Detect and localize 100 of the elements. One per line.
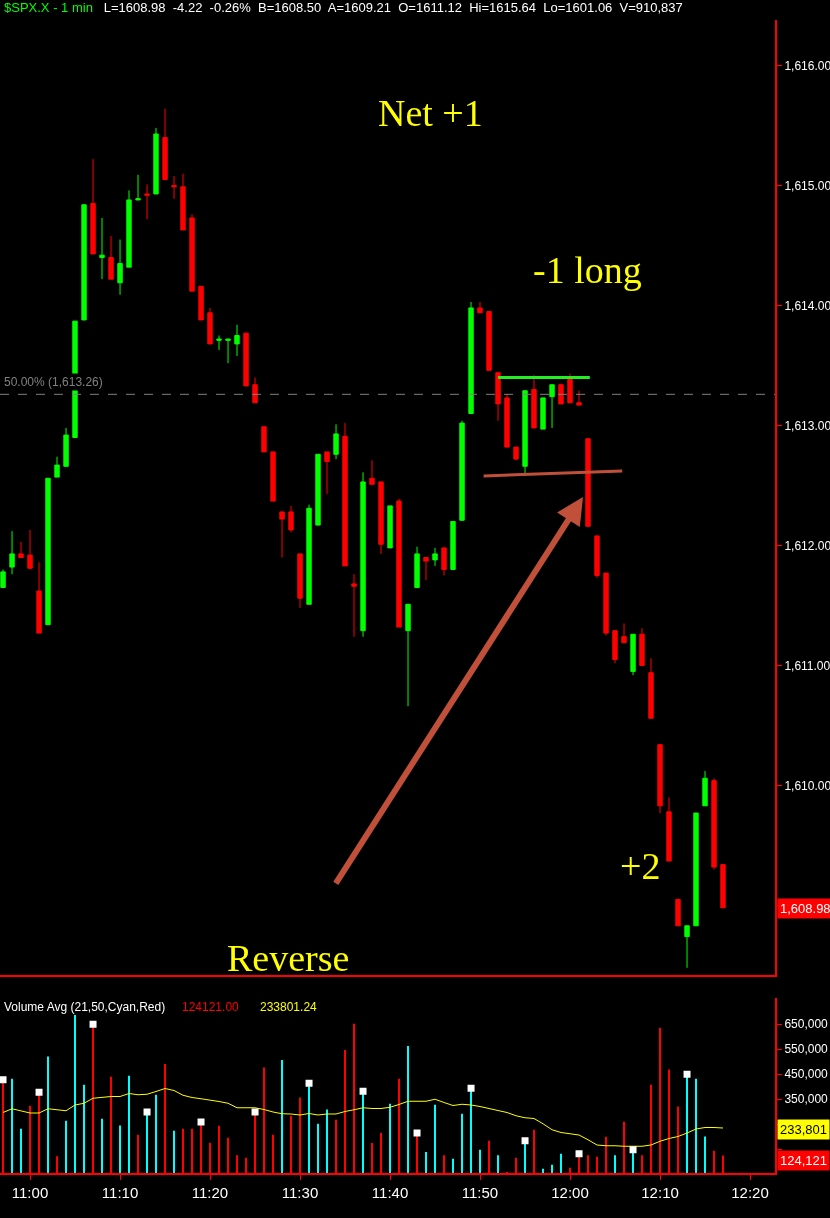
candlestick bbox=[675, 898, 681, 927]
candlestick bbox=[423, 556, 429, 581]
candlestick bbox=[243, 332, 249, 387]
x-tick-label: 12:00 bbox=[551, 1184, 589, 1201]
candlestick bbox=[135, 174, 141, 201]
point bbox=[251, 1108, 259, 1116]
candlestick bbox=[144, 183, 150, 220]
annotation: 233801.24 bbox=[260, 1000, 318, 1014]
x-tick-label: 11:50 bbox=[461, 1184, 499, 1201]
candlestick bbox=[36, 561, 42, 634]
candlestick bbox=[603, 572, 609, 636]
candlestick bbox=[621, 622, 627, 644]
candlestick bbox=[54, 456, 60, 478]
candlestick bbox=[567, 373, 573, 404]
x-tick-label: 11:40 bbox=[371, 1184, 409, 1201]
candlestick bbox=[486, 311, 492, 371]
candlestick bbox=[81, 204, 87, 321]
y-tick-label: 650,000 bbox=[784, 1017, 829, 1032]
candlestick bbox=[234, 324, 240, 357]
y-tick-label: 1,615.00 bbox=[784, 178, 830, 193]
y-tick-label: 1,614.00 bbox=[784, 298, 830, 313]
annotation: -1 long bbox=[533, 249, 642, 291]
candlestick bbox=[720, 864, 726, 909]
candlestick bbox=[351, 573, 357, 638]
candlestick bbox=[306, 504, 312, 605]
candlestick bbox=[279, 511, 285, 558]
candlestick bbox=[495, 372, 501, 422]
y-tick-label: 1,612.00 bbox=[784, 538, 830, 553]
point bbox=[305, 1079, 313, 1087]
candlestick bbox=[216, 335, 222, 351]
candlestick bbox=[198, 285, 204, 321]
point bbox=[575, 1150, 583, 1158]
y-tick-label: 1,611.00 bbox=[784, 658, 830, 673]
candlestick bbox=[9, 530, 15, 575]
candlestick bbox=[450, 520, 456, 570]
candlestick bbox=[711, 777, 717, 870]
candlestick bbox=[477, 301, 483, 314]
candlestick bbox=[153, 127, 159, 195]
y-tick-label: 350,000 bbox=[784, 1092, 829, 1107]
candlestick bbox=[504, 393, 510, 448]
point bbox=[683, 1070, 691, 1078]
candlestick bbox=[90, 158, 96, 255]
candlestick bbox=[288, 505, 294, 533]
candlestick bbox=[315, 453, 321, 526]
annotation: 124121.00 bbox=[182, 1000, 240, 1014]
candlestick bbox=[126, 189, 132, 268]
candlestick bbox=[702, 770, 708, 807]
candlestick bbox=[414, 546, 420, 588]
y-tick-label: 1,610.00 bbox=[784, 778, 830, 793]
candlestick bbox=[639, 627, 645, 666]
candlestick bbox=[171, 175, 177, 200]
candlestick bbox=[27, 529, 33, 569]
point bbox=[197, 1118, 205, 1126]
x-tick-label: 12:20 bbox=[731, 1184, 769, 1201]
candlestick bbox=[63, 427, 69, 467]
candlestick bbox=[441, 547, 447, 576]
candlestick bbox=[99, 217, 105, 280]
point bbox=[467, 1084, 475, 1092]
candlestick bbox=[585, 438, 591, 527]
candlestick bbox=[0, 568, 6, 588]
candlestick bbox=[387, 505, 393, 549]
candlestick bbox=[117, 239, 123, 296]
candlestick bbox=[693, 812, 699, 927]
chart-title: $SPX.X - 1 min bbox=[4, 0, 93, 15]
candlestick bbox=[252, 377, 258, 404]
candlestick bbox=[324, 451, 330, 495]
candlestick bbox=[657, 744, 663, 814]
annotation: Reverse bbox=[227, 937, 350, 979]
candlestick bbox=[162, 108, 168, 181]
x-tick-label: 11:30 bbox=[281, 1184, 319, 1201]
candlestick bbox=[396, 498, 402, 628]
candlestick bbox=[207, 307, 213, 345]
candlestick bbox=[297, 553, 303, 609]
candlestick bbox=[468, 301, 474, 415]
point bbox=[413, 1129, 421, 1137]
candlestick bbox=[18, 541, 24, 558]
candlestick bbox=[549, 384, 555, 429]
candlestick bbox=[225, 338, 231, 364]
text: 1,608.98 bbox=[780, 901, 830, 916]
candlestick bbox=[342, 422, 348, 567]
candlestick bbox=[540, 397, 546, 430]
candlestick bbox=[558, 383, 564, 405]
point bbox=[89, 1020, 97, 1028]
candlestick bbox=[576, 390, 582, 406]
annotation: Net +1 bbox=[378, 92, 483, 134]
point bbox=[143, 1108, 151, 1116]
annotation: +2 bbox=[620, 845, 661, 887]
candlestick bbox=[369, 459, 375, 485]
point bbox=[0, 1076, 7, 1084]
y-tick-label: 1,616.00 bbox=[784, 58, 830, 73]
x-tick-label: 12:10 bbox=[641, 1184, 679, 1201]
candlestick bbox=[261, 426, 267, 453]
candlestick bbox=[684, 925, 690, 969]
candlestick bbox=[531, 374, 537, 429]
y-tick-label: 450,000 bbox=[784, 1067, 829, 1082]
x-tick-label: 11:10 bbox=[101, 1184, 139, 1201]
candlestick bbox=[108, 235, 114, 280]
text: 233,801 bbox=[780, 1122, 827, 1137]
candlestick bbox=[666, 796, 672, 862]
candlestick bbox=[405, 603, 411, 707]
